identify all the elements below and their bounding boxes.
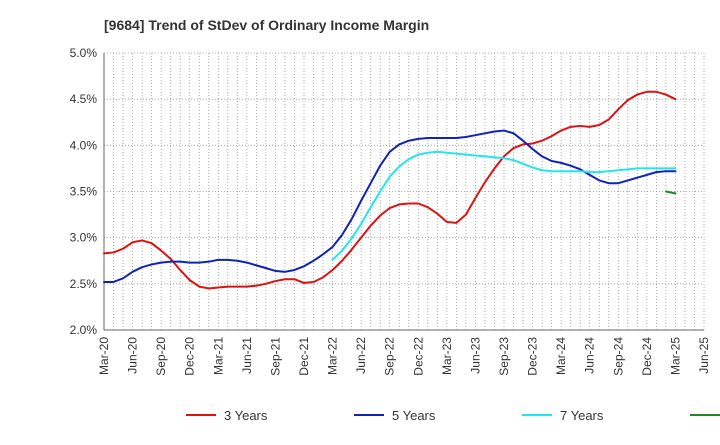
x-tick-label: Mar-23 — [440, 337, 454, 375]
y-tick-label: 4.0% — [70, 138, 98, 152]
y-tick-label: 3.0% — [70, 231, 98, 245]
x-tick-label: Jun-25 — [697, 337, 711, 374]
x-tick-label: Dec-22 — [411, 337, 425, 376]
x-tick-label: Jun-23 — [468, 337, 482, 374]
y-tick-label: 5.0% — [70, 46, 98, 60]
legend-label: 3 Years — [224, 408, 268, 423]
series-line-7-years — [331, 150, 677, 261]
x-tick-label: Mar-25 — [668, 337, 682, 375]
legend-label: 7 Years — [560, 408, 604, 423]
y-tick-label: 2.5% — [70, 277, 98, 291]
axes: 2.0% 2.5% 3.0% 3.5% 4.0% 4.5% 5.0% Mar-20 Jun-20… — [70, 46, 711, 376]
x-tick-label: Sep-23 — [497, 337, 511, 376]
x-tick-label: Sep-20 — [154, 337, 168, 376]
chart-title: [9684] Trend of StDev of Ordinary Income… — [104, 17, 429, 33]
x-tick-label: Sep-24 — [611, 337, 625, 376]
x-tick-label: Sep-22 — [383, 337, 397, 376]
x-tick-label: Mar-24 — [554, 337, 568, 375]
series-line-5-years — [103, 129, 677, 283]
x-tick-label: Jun-20 — [126, 337, 140, 374]
x-tick-label: Mar-20 — [97, 337, 111, 375]
x-tick-label: Dec-24 — [640, 337, 654, 376]
y-tick-label: 2.0% — [70, 323, 98, 337]
x-tick-label: Dec-21 — [297, 337, 311, 376]
series-lines — [103, 90, 677, 290]
x-tick-label: Mar-22 — [326, 337, 340, 375]
x-tick-label: Jun-24 — [583, 337, 597, 374]
series-line-10-years — [664, 190, 677, 195]
grid — [103, 52, 705, 331]
x-tick-label: Dec-20 — [183, 337, 197, 376]
y-tick-label: 3.5% — [70, 185, 98, 199]
x-tick-label: Sep-21 — [268, 337, 282, 376]
x-tick-label: Dec-23 — [526, 337, 540, 376]
x-tick-label: Mar-21 — [211, 337, 225, 375]
legend-label: 5 Years — [392, 408, 436, 423]
y-tick-label: 4.5% — [70, 92, 98, 106]
x-tick-label: Jun-22 — [354, 337, 368, 374]
x-tick-label: Jun-21 — [240, 337, 254, 374]
series-line-3-years — [103, 90, 677, 290]
